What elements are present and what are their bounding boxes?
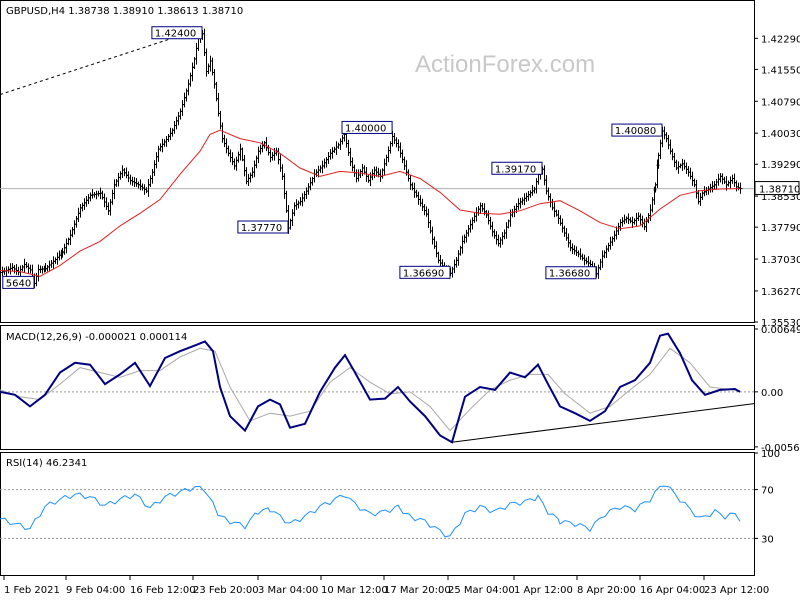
annotation-label: 1.42400 xyxy=(155,29,196,40)
x-axis-label: 1 Feb 2021 xyxy=(4,585,60,596)
macd-panel-title: MACD(12,26,9) -0.000021 0.000114 xyxy=(6,332,187,343)
rsi-panel-frame xyxy=(0,452,755,576)
last-price-label: 1.38710 xyxy=(759,185,800,196)
price-y-tick-label: 1.41550 xyxy=(761,65,800,76)
annotation-box xyxy=(151,26,203,40)
macd-main-line xyxy=(0,332,741,444)
annotation-label: 1.37770 xyxy=(241,223,282,234)
price-y-tick-label: 1.40790 xyxy=(761,97,800,108)
x-axis-label: 16 Feb 12:00 xyxy=(130,585,196,596)
macd-y-tick-label: 0.00649 xyxy=(761,325,800,336)
macd-plot xyxy=(0,332,756,444)
price-y-tick-label: 1.36270 xyxy=(761,287,800,298)
macd-y-tick-label: 0.00 xyxy=(761,388,783,399)
price-trendline-dashed xyxy=(0,33,187,96)
annotation-box xyxy=(399,265,451,279)
annotation-label: 1.36680 xyxy=(549,269,590,280)
annotation-box xyxy=(341,120,393,134)
x-axis-label: 16 Apr 04:00 xyxy=(640,585,705,596)
x-axis-label: 10 Mar 12:00 xyxy=(321,585,388,596)
price-y-tick-label: 1.38530 xyxy=(761,192,800,203)
last-price-badge xyxy=(754,181,800,196)
rsi-plot xyxy=(0,485,754,539)
price-y-tick-label: 1.40030 xyxy=(761,129,800,140)
rsi-y-tick-label: 70 xyxy=(761,486,774,497)
axes: 1.42290 1.41550 1.40790 1.40030 1.39290 1.385… xyxy=(3,34,800,596)
moving-average-line xyxy=(0,129,741,277)
annotation-box xyxy=(2,275,35,289)
annotation-box xyxy=(611,123,663,137)
x-axis-label: 23 Apr 12:00 xyxy=(704,585,769,596)
watermark: ActionForex.com xyxy=(415,51,595,78)
price-y-tick-label: 1.37030 xyxy=(761,255,800,266)
x-axis-label: 23 Feb 20:00 xyxy=(193,585,259,596)
price-y-tick-label: 1.37790 xyxy=(761,223,800,234)
annotation-box xyxy=(545,266,597,280)
rsi-y-tick-label: 30 xyxy=(761,534,774,545)
macd-y-tick-label: -0.005679 xyxy=(761,443,800,454)
price-panel-frame xyxy=(0,0,755,323)
x-axis-label: 25 Mar 04:00 xyxy=(448,585,515,596)
x-axis-label: 8 Apr 20:00 xyxy=(577,585,636,596)
price-plot: 1.42400 1.37770 1.40000 1.36690 1.39170 1.366… xyxy=(0,26,754,289)
annotation-box xyxy=(237,220,289,234)
annotation-box xyxy=(491,161,543,175)
annotation-label: 1.40080 xyxy=(615,126,656,137)
x-axis-label: 9 Feb 04:00 xyxy=(66,585,125,596)
price-y-tick-label: 1.42290 xyxy=(761,34,800,45)
annotation-label: 1.39170 xyxy=(495,164,536,175)
annotation-label: 1.40000 xyxy=(345,123,386,134)
rsi-panel-title: RSI(14) 46.2341 xyxy=(6,458,87,469)
annotation-label: 1.36690 xyxy=(403,268,444,279)
x-axis-label: 3 Mar 04:00 xyxy=(258,585,318,596)
rsi-line xyxy=(0,485,741,538)
macd-trendline xyxy=(451,402,756,443)
annotation-label: 5640 xyxy=(6,278,31,289)
macd-panel-frame xyxy=(0,325,755,450)
price-y-tick-label: 1.39290 xyxy=(761,160,800,171)
price-panel-title: GBPUSD,H4 1.38738 1.38910 1.38613 1.3871… xyxy=(6,6,243,17)
x-axis-label: 1 Apr 12:00 xyxy=(514,585,573,596)
x-axis-label: 17 Mar 20:00 xyxy=(384,585,451,596)
rsi-y-tick-label: 100 xyxy=(761,449,780,460)
price-y-tick-label: 1.35530 xyxy=(761,318,800,329)
macd-signal-line xyxy=(0,347,741,432)
